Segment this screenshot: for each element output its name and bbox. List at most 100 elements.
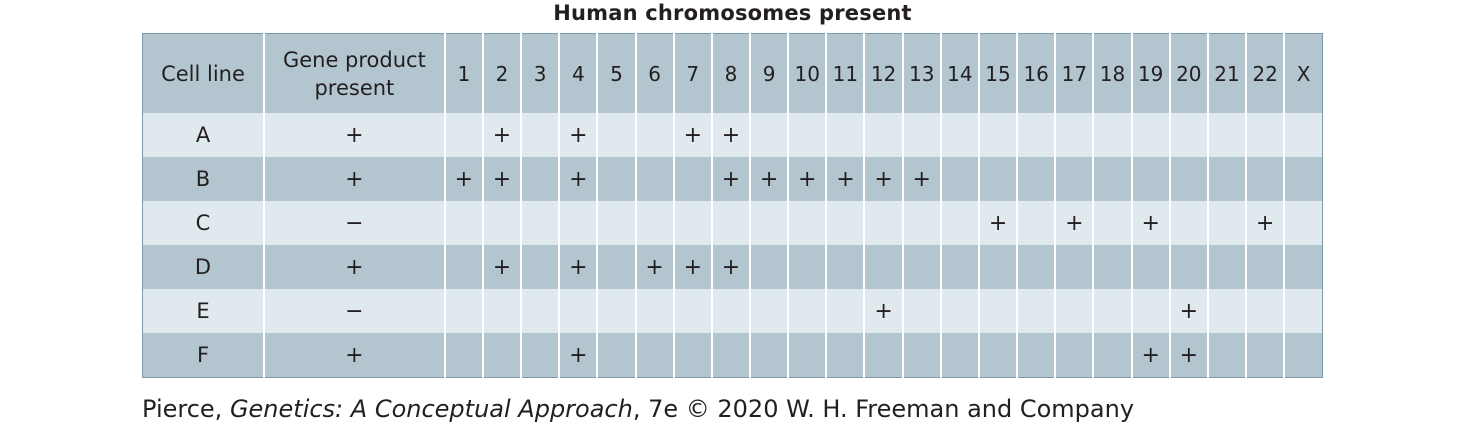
header-chromosome: 15 — [977, 33, 1019, 113]
header-chromosome: 13 — [901, 33, 942, 113]
chromosome-presence-cell — [672, 289, 713, 333]
table-row: D + + + + + + — [142, 245, 1323, 289]
chromosome-presence-cell: + — [558, 157, 599, 201]
chromosome-presence-cell: + — [481, 113, 523, 157]
chromosome-presence-cell — [901, 289, 942, 333]
chromosome-presence-cell — [787, 201, 828, 245]
gene-product-cell: − — [263, 201, 446, 245]
chromosome-presence-cell — [787, 245, 828, 289]
header-cell-line: Cell line — [142, 33, 265, 113]
chromosome-presence-cell — [939, 289, 980, 333]
chromosome-presence-cell — [596, 201, 637, 245]
chromosome-presence-cell — [1130, 245, 1171, 289]
chromosome-presence-cell — [749, 245, 790, 289]
chromosome-presence-cell: + — [710, 157, 752, 201]
credit-author: Pierce, — [142, 395, 230, 423]
chromosome-presence-cell — [596, 289, 637, 333]
chromosome-presence-cell — [1054, 157, 1095, 201]
chromosome-presence-cell: + — [481, 157, 523, 201]
chromosome-presence-cell: + — [977, 201, 1019, 245]
chromosome-presence-cell — [1206, 201, 1248, 245]
chromosome-presence-cell — [863, 333, 904, 378]
chromosome-presence-cell — [1016, 113, 1057, 157]
chromosome-presence-cell: + — [481, 245, 523, 289]
cell-line-label: D — [142, 245, 265, 289]
chromosome-presence-cell — [825, 245, 866, 289]
chromosome-presence-cell: + — [749, 157, 790, 201]
chromosome-presence-cell — [977, 157, 1019, 201]
chromosome-presence-cell: + — [1054, 201, 1095, 245]
table-body: A + + + + + B + + + + + + + + + + C − + + + + D + + + + + + E − + + F + + + + — [142, 113, 1323, 378]
chromosome-presence-cell — [596, 333, 637, 378]
chromosome-presence-cell — [1206, 289, 1248, 333]
chromosome-presence-cell — [1016, 333, 1057, 378]
header-chromosome: 1 — [443, 33, 484, 113]
chromosome-presence-cell — [825, 333, 866, 378]
gene-product-cell: + — [263, 113, 446, 157]
chromosome-presence-cell — [939, 245, 980, 289]
header-chromosome: 16 — [1016, 33, 1057, 113]
chromosome-presence-cell: + — [901, 157, 942, 201]
chromosome-presence-cell — [901, 333, 942, 378]
header-chromosome: 5 — [596, 33, 637, 113]
chromosome-presence-cell — [1092, 289, 1133, 333]
chromosome-presence-cell: + — [634, 245, 675, 289]
chromosome-presence-cell: + — [1130, 333, 1171, 378]
chromosome-presence-cell — [520, 113, 561, 157]
chromosome-presence-cell — [1168, 201, 1209, 245]
chromosome-presence-cell — [634, 201, 675, 245]
chromosome-presence-cell — [443, 289, 484, 333]
chromosome-presence-cell: + — [710, 113, 752, 157]
header-chromosome: 4 — [558, 33, 599, 113]
chromosome-presence-cell: + — [787, 157, 828, 201]
chromosome-presence-cell — [443, 201, 484, 245]
table-row: C − + + + + — [142, 201, 1323, 245]
chromosome-presence-cell — [520, 333, 561, 378]
chromosome-presence-cell — [939, 157, 980, 201]
chromosome-presence-cell — [787, 113, 828, 157]
chromosome-presence-cell — [1283, 289, 1323, 333]
chromosome-presence-cell: + — [672, 245, 713, 289]
header-chromosome: 14 — [939, 33, 980, 113]
chromosome-presence-cell — [863, 201, 904, 245]
header-chromosome: 9 — [749, 33, 790, 113]
chromosome-presence-cell — [443, 333, 484, 378]
chromosome-presence-cell — [749, 333, 790, 378]
chromosome-presence-cell — [1206, 157, 1248, 201]
chromosome-presence-cell — [596, 157, 637, 201]
chromosome-presence-cell — [1092, 333, 1133, 378]
chromosome-presence-cell — [634, 157, 675, 201]
chromosome-presence-cell: + — [1168, 289, 1209, 333]
credit-rest: , 7e © 2020 W. H. Freeman and Company — [632, 395, 1135, 423]
chromosome-presence-cell: + — [825, 157, 866, 201]
chromosome-presence-cell — [749, 201, 790, 245]
chromosome-presence-cell — [901, 201, 942, 245]
header-chromosome: 20 — [1168, 33, 1209, 113]
chromosome-presence-cell — [1245, 113, 1286, 157]
chromosome-presence-cell — [672, 157, 713, 201]
chromosome-presence-cell — [634, 289, 675, 333]
header-chromosome: 6 — [634, 33, 675, 113]
chromosome-presence-cell: + — [1130, 201, 1171, 245]
header-chromosome: 2 — [481, 33, 523, 113]
chromosome-presence-cell — [977, 113, 1019, 157]
chromosome-presence-cell: + — [558, 333, 599, 378]
chromosome-presence-cell — [939, 333, 980, 378]
chromosome-presence-cell: + — [1245, 201, 1286, 245]
chromosome-presence-cell — [1283, 157, 1323, 201]
chromosome-presence-cell — [749, 289, 790, 333]
cell-line-label: C — [142, 201, 265, 245]
chromosome-presence-cell — [901, 113, 942, 157]
chromosome-presence-cell — [1130, 289, 1171, 333]
chromosome-presence-cell — [481, 201, 523, 245]
header-chromosome: 10 — [787, 33, 828, 113]
chromosome-presence-cell: + — [558, 113, 599, 157]
chromosome-presence-cell — [558, 289, 599, 333]
chromosome-presence-cell: + — [863, 157, 904, 201]
header-chromosome: 19 — [1130, 33, 1171, 113]
table-row: F + + + + — [142, 333, 1323, 378]
chromosome-presence-cell — [1054, 113, 1095, 157]
chromosome-presence-cell — [1092, 113, 1133, 157]
